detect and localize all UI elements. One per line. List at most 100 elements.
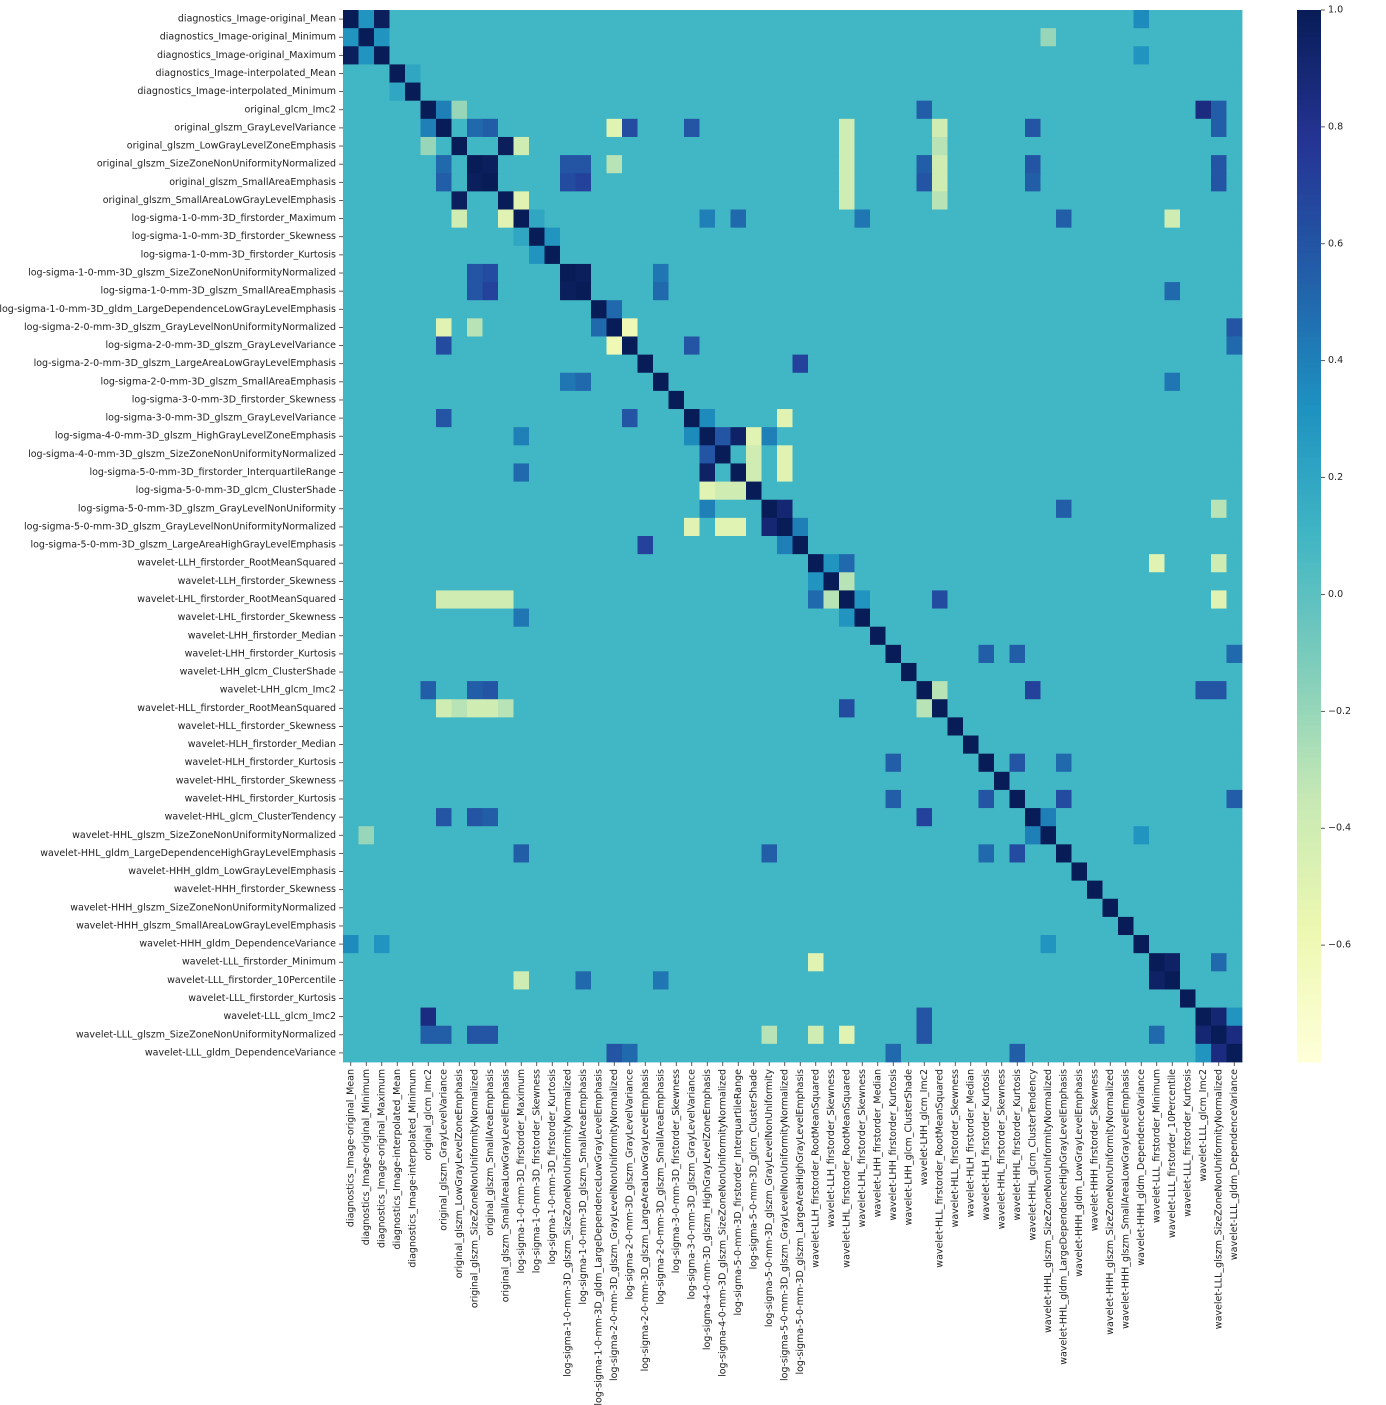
heatmap-cell <box>994 1025 1010 1045</box>
heatmap-cell <box>374 481 390 501</box>
heatmap-cell <box>963 191 979 210</box>
heatmap-cell <box>1164 898 1181 918</box>
heatmap-cell <box>405 789 421 809</box>
heatmap-cell <box>498 100 514 120</box>
heatmap-cell <box>715 155 731 174</box>
heatmap-cell <box>1025 1007 1041 1027</box>
heatmap-cell <box>606 789 623 809</box>
heatmap-cell <box>684 572 700 591</box>
heatmap-cell <box>1211 971 1227 990</box>
heatmap-cell <box>498 300 514 319</box>
heatmap-cell <box>792 536 809 555</box>
heatmap-cell <box>901 808 917 827</box>
heatmap-cell <box>947 1007 964 1027</box>
heatmap-cell <box>1056 916 1072 936</box>
heatmap-cell <box>792 463 809 482</box>
heatmap-cell <box>1180 971 1196 990</box>
heatmap-cell <box>684 536 700 555</box>
heatmap-cell <box>1164 1007 1181 1027</box>
heatmap-cell <box>591 136 607 156</box>
heatmap-cell <box>1040 445 1057 464</box>
heatmap-cell <box>467 245 483 265</box>
heatmap-cell <box>436 808 452 827</box>
colorbar-segment <box>1297 783 1321 789</box>
x-tick-label: log-sigma-1-0-mm-3D_firstorder_Kurtosis <box>547 1069 558 1264</box>
heatmap-cell <box>653 1025 669 1045</box>
heatmap-cell <box>1009 590 1026 609</box>
heatmap-cell <box>808 826 824 845</box>
heatmap-cell <box>1164 989 1181 1008</box>
heatmap-cell <box>389 136 406 156</box>
heatmap-cell <box>436 826 452 845</box>
heatmap-cell <box>1025 935 1041 954</box>
heatmap-cell <box>854 481 871 501</box>
heatmap-cell <box>653 662 669 682</box>
heatmap-cell <box>963 173 979 192</box>
heatmap-cell <box>1071 481 1088 501</box>
heatmap-cell <box>482 336 499 356</box>
colorbar-segment <box>1297 609 1321 616</box>
heatmap-cell <box>420 445 437 464</box>
heatmap-cell <box>1056 209 1072 229</box>
heatmap-cell <box>1180 862 1196 882</box>
x-tick-label: wavelet-HHH_gldm_LowGrayLevelEmphasis <box>1074 1069 1085 1277</box>
heatmap-cell <box>870 554 886 573</box>
heatmap-cell <box>839 82 855 102</box>
heatmap-cell <box>808 409 824 428</box>
heatmap-cell <box>467 372 483 392</box>
heatmap-cell <box>358 481 375 501</box>
colorbar-segment <box>1297 1009 1321 1016</box>
heatmap-cell <box>901 372 917 392</box>
heatmap-cell <box>544 844 561 863</box>
heatmap-cell <box>1071 245 1088 265</box>
heatmap-cell <box>451 245 468 265</box>
heatmap-cell <box>1040 173 1057 192</box>
heatmap-cell <box>405 608 421 628</box>
heatmap-cell <box>870 753 886 773</box>
x-tick-label: wavelet-LHH_firstorder_Kurtosis <box>888 1069 899 1220</box>
heatmap-cell <box>1133 155 1150 174</box>
heatmap-cell <box>591 971 607 990</box>
heatmap-cell <box>451 662 468 682</box>
heatmap-cell <box>746 227 762 247</box>
heatmap-cell <box>653 1043 669 1063</box>
heatmap-cell <box>389 191 406 210</box>
heatmap-cell <box>482 481 499 501</box>
heatmap-cell <box>358 626 375 646</box>
heatmap-cell <box>699 717 716 736</box>
colorbar-segment <box>1297 309 1321 316</box>
colorbar-segment <box>1297 525 1321 532</box>
heatmap-cell <box>420 209 437 229</box>
colorbar-segment <box>1297 877 1321 884</box>
heatmap-cell <box>947 1025 964 1045</box>
heatmap-cell <box>529 880 545 900</box>
heatmap-cell <box>668 572 685 591</box>
heatmap-cell <box>699 354 716 374</box>
heatmap-cell <box>668 82 685 102</box>
heatmap-cell <box>978 572 995 591</box>
heatmap-cell <box>1009 935 1026 954</box>
heatmap-cell <box>637 136 654 156</box>
heatmap-cell <box>947 245 964 265</box>
heatmap-cell <box>1009 916 1026 936</box>
heatmap-cell <box>808 427 824 446</box>
colorbar-segment <box>1297 130 1321 137</box>
heatmap-cell <box>823 263 840 283</box>
heatmap-cell <box>730 191 747 210</box>
heatmap-cell <box>947 336 964 356</box>
heatmap-cell <box>870 572 886 591</box>
heatmap-cell <box>405 717 421 736</box>
heatmap-cell <box>560 300 576 319</box>
heatmap-cell <box>1056 191 1072 210</box>
heatmap-cell <box>436 46 452 65</box>
heatmap-cell <box>420 862 437 882</box>
x-tick-label: wavelet-LHH_glcm_ClusterShade <box>903 1069 914 1226</box>
heatmap-cell <box>730 445 747 464</box>
heatmap-cell <box>1133 554 1150 573</box>
heatmap-cell <box>622 608 638 628</box>
heatmap-cell <box>482 372 499 392</box>
heatmap-cell <box>1040 517 1057 537</box>
heatmap-cell <box>901 318 917 337</box>
heatmap-cell <box>870 880 886 900</box>
heatmap-cell <box>963 608 979 628</box>
